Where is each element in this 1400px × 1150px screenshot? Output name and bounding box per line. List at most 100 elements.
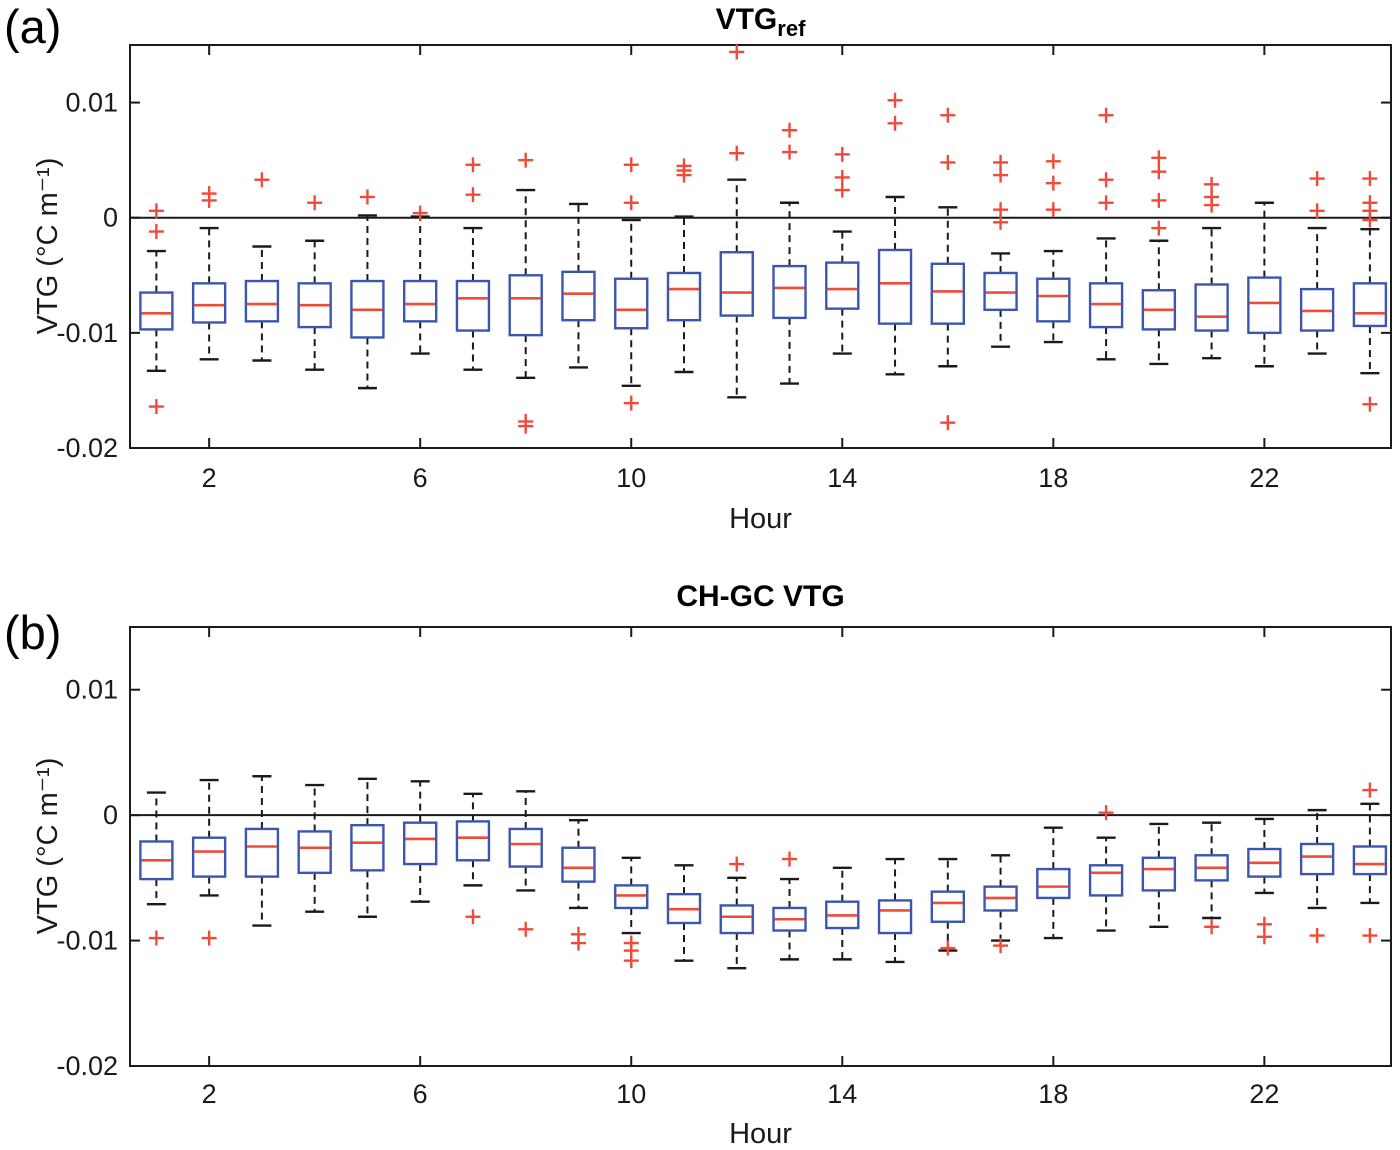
outlier-marker	[940, 107, 956, 123]
axes-frame	[129, 626, 1392, 1067]
panel-a-title: VTGref	[130, 3, 1391, 42]
y-tick-label: 0.01	[65, 675, 118, 705]
outlier-marker	[1098, 107, 1114, 123]
iqr-box	[191, 836, 227, 878]
iqr-box	[1088, 864, 1124, 897]
panel-a-title-main: VTG	[715, 3, 778, 36]
axes-frame	[129, 44, 1392, 449]
outlier-marker	[993, 938, 1009, 954]
panel-(b): 2 6 10 14 18 22 0.01 0 -0.01 -0.02	[56, 626, 1392, 1109]
outlier-marker	[1204, 919, 1220, 935]
iqr-box	[561, 270, 596, 322]
box-group-hour-21	[1194, 821, 1229, 935]
box-group-hour-16	[930, 107, 966, 431]
outlier-marker	[148, 399, 164, 415]
iqr-box	[1141, 856, 1177, 892]
outlier-marker	[623, 157, 639, 173]
outlier-marker	[834, 146, 850, 162]
outlier-marker	[993, 154, 1009, 170]
y-tick-label: 0.01	[65, 88, 118, 118]
x-tick-label: 6	[413, 463, 428, 493]
box-group-hour-13	[772, 122, 807, 385]
box-group-hour-10	[614, 157, 649, 411]
outlier-marker	[676, 167, 692, 183]
panel-(a): 2 6 10 14 18 22 0.01 0 -0.01 -0.02	[56, 44, 1392, 493]
outlier-marker	[1098, 172, 1114, 188]
box-group-hour-3	[244, 172, 280, 362]
box-group-hour-6	[402, 205, 438, 355]
outlier-marker	[1362, 212, 1378, 228]
outlier-marker	[518, 418, 534, 434]
box-group-hour-8	[508, 152, 543, 434]
iqr-box	[297, 830, 332, 875]
iqr-box	[455, 820, 491, 862]
iqr-box	[877, 899, 913, 935]
box-group-hour-22	[1247, 201, 1282, 368]
panel-b-title-main: CH-GC VTG	[676, 580, 845, 613]
outlier-marker	[1151, 220, 1167, 236]
outlier-marker	[1151, 150, 1167, 166]
panel-a-y-axis-label: VTG (°C m⁻¹)	[32, 157, 64, 335]
outlier-marker	[201, 930, 217, 946]
outlier-marker	[729, 44, 745, 60]
outlier-marker	[940, 415, 956, 431]
box-group-hour-22	[1247, 817, 1282, 945]
iqr-box	[1194, 283, 1229, 332]
outlier-marker	[940, 940, 956, 956]
box-group-hour-4	[297, 783, 332, 913]
box-group-hour-2	[191, 186, 227, 361]
box-group-hour-24	[1352, 171, 1388, 412]
iqr-box	[402, 279, 438, 323]
outlier-marker	[465, 187, 481, 203]
outlier-marker	[307, 195, 323, 211]
outlier-marker	[887, 92, 903, 108]
outlier-marker	[412, 205, 428, 221]
box-group-hour-1	[139, 203, 174, 415]
iqr-box	[244, 279, 280, 323]
outlier-marker	[887, 115, 903, 131]
x-tick-label: 18	[1038, 1079, 1068, 1109]
outlier-marker	[993, 167, 1009, 183]
y-tick-label: 0	[103, 800, 118, 830]
box-group-hour-8	[508, 790, 543, 937]
y-tick-label: -0.01	[56, 926, 118, 956]
box-group-hour-20	[1141, 150, 1177, 366]
outlier-marker	[518, 152, 534, 168]
box-group-hour-11	[666, 864, 702, 962]
outlier-marker	[1309, 928, 1325, 944]
panel-a-x-axis-label: Hour	[729, 503, 792, 535]
iqr-box	[139, 291, 174, 331]
box-group-hour-17	[983, 854, 1018, 954]
iqr-box	[561, 846, 596, 883]
box-group-hour-9	[561, 818, 596, 951]
iqr-box	[402, 821, 438, 866]
box-group-hour-17	[983, 154, 1018, 348]
box-group-hour-2	[191, 778, 227, 946]
outlier-marker	[993, 202, 1009, 218]
box-group-hour-12	[719, 44, 754, 399]
outlier-marker	[1256, 929, 1272, 945]
box-group-hour-19	[1088, 107, 1124, 361]
box-group-hour-18	[1036, 826, 1071, 940]
outlier-marker	[1309, 203, 1325, 219]
box-group-hour-14	[825, 146, 860, 355]
outlier-marker	[729, 145, 745, 161]
x-tick-label: 10	[616, 1079, 646, 1109]
panel-a-title-subscript: ref	[777, 16, 806, 41]
box-group-hour-15	[877, 857, 913, 964]
outlier-marker	[254, 172, 270, 188]
iqr-box	[1036, 867, 1071, 900]
box-group-hour-15	[877, 92, 913, 376]
iqr-box	[614, 277, 649, 330]
outlier-marker	[782, 122, 798, 138]
x-tick-label: 2	[202, 1079, 217, 1109]
box-group-hour-18	[1036, 153, 1071, 344]
outlier-marker	[1151, 192, 1167, 208]
box-group-hour-12	[719, 856, 754, 970]
outlier-marker	[1098, 805, 1114, 821]
outlier-marker	[623, 195, 639, 211]
box-group-hour-10	[614, 856, 649, 969]
iqr-box	[508, 827, 543, 868]
iqr-box	[455, 279, 491, 332]
